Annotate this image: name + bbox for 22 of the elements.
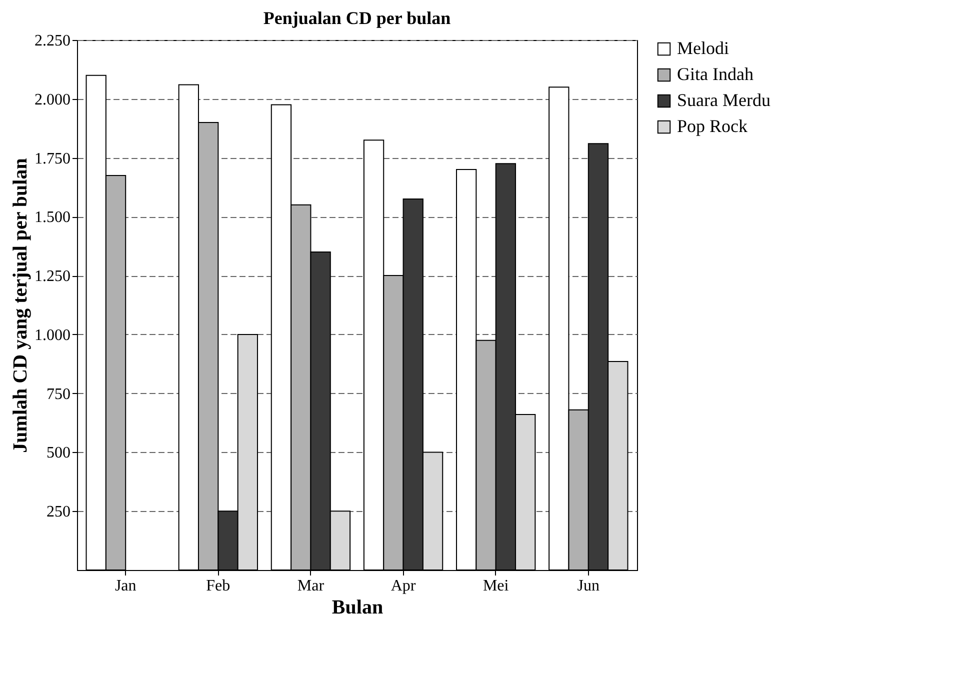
y-axis-title: Jumlah CD yang terjual per bulan (10, 158, 32, 453)
y-tick-label: 500 (46, 444, 70, 462)
x-tick-label: Mei (482, 578, 510, 594)
legend-label: Melodi (677, 38, 729, 58)
y-tick-label: 250 (46, 504, 70, 521)
x-tick-label: Apr (390, 578, 416, 594)
x-tick-label: Jan (114, 578, 136, 594)
x-axis-title: Bulan (332, 596, 384, 618)
y-tick-label: 1.750 (34, 150, 70, 168)
y-tick-label: 1.000 (34, 326, 70, 344)
y-tick-label: 2.000 (34, 91, 70, 108)
x-tick-label: Jun (577, 578, 600, 594)
legend-label: Suara Merdu (677, 90, 770, 110)
y-tick-label: 1.500 (34, 209, 70, 226)
legend-label: Pop Rock (677, 116, 748, 136)
legend-label: Gita Indah (677, 64, 754, 84)
y-tick-label: 1.250 (34, 268, 70, 286)
chart-title: Penjualan CD per bulan (263, 8, 451, 28)
x-tick-label: Mar (297, 578, 325, 594)
x-tick-label: Feb (206, 578, 230, 594)
y-tick-label: 2.250 (34, 32, 70, 50)
y-tick-label: 750 (46, 386, 70, 403)
